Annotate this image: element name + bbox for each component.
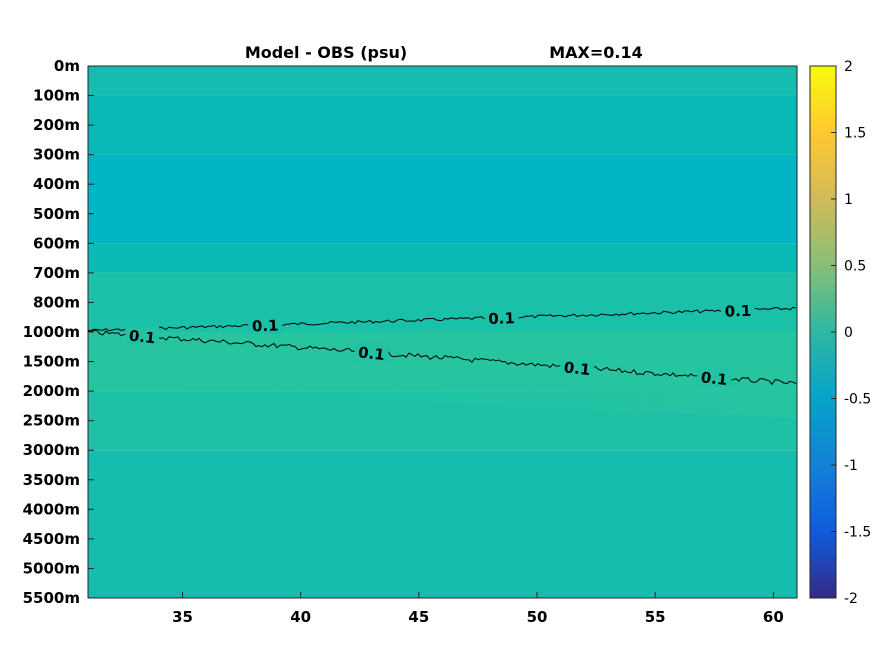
colorbar-tick-label: 0 — [844, 325, 853, 341]
y-tick-label: 5000m — [23, 559, 80, 577]
y-tick-label: 300m — [33, 146, 80, 164]
contour-label: 0.1 — [563, 358, 591, 379]
field-band — [88, 272, 797, 332]
field-band — [88, 450, 797, 598]
field-band — [88, 95, 797, 155]
contour-label-bg — [248, 314, 283, 334]
colorbar-tick-label: -1 — [844, 458, 858, 474]
x-tick-label: 40 — [290, 608, 311, 626]
y-tick-label: 3000m — [23, 441, 80, 459]
colorbar-tick-label: -0.5 — [844, 392, 871, 408]
colorbar-tick-label: 1 — [844, 192, 853, 208]
x-tick-label: 35 — [172, 608, 193, 626]
colorbar-tick-label: 0.5 — [844, 259, 866, 275]
contour-label-bg — [697, 367, 732, 387]
contour-label-bg — [125, 325, 160, 345]
x-tick-label: 50 — [527, 608, 548, 626]
colorbar-tick-label: -2 — [844, 591, 858, 607]
field-band — [88, 373, 797, 418]
y-tick-label: 400m — [33, 175, 80, 193]
colorbar-tick-label: -1.5 — [844, 525, 871, 541]
x-tick-label: 45 — [408, 608, 429, 626]
y-tick-label: 4500m — [23, 530, 80, 548]
y-tick-label: 500m — [33, 205, 80, 223]
contour-label: 0.1 — [252, 317, 279, 336]
contour-label-bg — [560, 357, 595, 377]
contour-label-bg — [484, 307, 519, 327]
y-tick-label: 2500m — [23, 412, 80, 430]
y-tick-label: 600m — [33, 234, 80, 252]
contour-line — [87, 306, 797, 332]
contour-label: 0.1 — [128, 327, 156, 348]
y-tick-label: 1000m — [23, 323, 80, 341]
y-tick-label: 4000m — [23, 500, 80, 518]
x-axis: 35 40 45 50 55 60 — [172, 592, 784, 626]
y-tick-label: 0m — [54, 57, 80, 75]
contour-label: 0.1 — [724, 302, 751, 321]
colorbar-tick-label: 2 — [844, 59, 853, 75]
y-tick-label: 700m — [33, 264, 80, 282]
y-tick-label: 3500m — [23, 471, 80, 489]
contour-label: 0.1 — [357, 343, 385, 364]
field-band — [88, 154, 797, 244]
max-value-label: MAX=0.14 — [549, 43, 643, 62]
x-tick-label: 55 — [645, 608, 666, 626]
contour-label: 0.1 — [700, 368, 728, 389]
y-tick-label: 2000m — [23, 382, 80, 400]
y-tick-label: 200m — [33, 116, 80, 134]
y-tick-label: 100m — [33, 87, 80, 105]
colorbar-tick-label: 1.5 — [844, 126, 866, 142]
y-tick-label: 1500m — [23, 353, 80, 371]
field-band — [88, 66, 797, 96]
plot-area — [88, 66, 797, 598]
y-tick-label: 5500m — [23, 589, 80, 607]
contour-layer: 0.1 0.1 0.1 0.1 0.1 0.1 0.1 — [87, 300, 797, 389]
contour-label-bg — [720, 300, 755, 320]
contour-line — [87, 329, 797, 386]
y-tick-label: 800m — [33, 293, 80, 311]
field-band — [88, 243, 797, 273]
chart-title: Model - OBS (psu) — [245, 43, 407, 62]
contour-label-bg — [354, 342, 389, 362]
x-tick-label: 60 — [763, 608, 784, 626]
colorbar-axis: 2 1.5 1 0.5 0 -0.5 -1 -1.5 -2 — [831, 59, 871, 607]
y-axis: 0m 100m 200m 300m 400m 500m 600m 700m 800m 1000m 1… — [23, 57, 94, 607]
contour-label: 0.1 — [488, 309, 515, 328]
